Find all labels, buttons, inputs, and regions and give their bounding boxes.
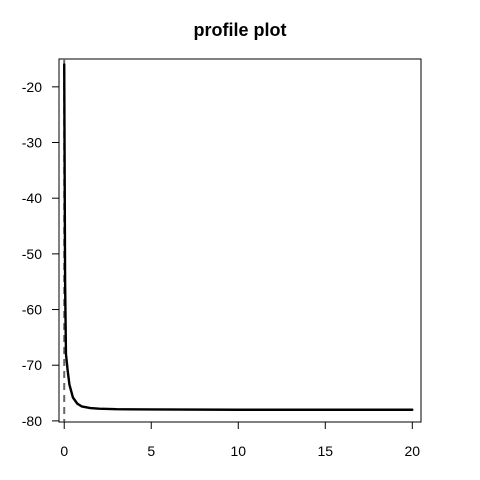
series-line <box>64 65 412 410</box>
y-axis: -80 -70 -60 -50 -40 -30 -20 <box>22 79 59 429</box>
x-tick-label: 0 <box>60 443 68 459</box>
chart-title: profile plot <box>194 20 287 40</box>
y-tick-label: -20 <box>22 79 42 95</box>
y-tick-label: -80 <box>22 413 42 429</box>
y-tick-label: -70 <box>22 357 42 373</box>
x-tick-label: 15 <box>317 443 333 459</box>
y-tick-label: -60 <box>22 302 42 318</box>
x-tick-label: 5 <box>147 443 155 459</box>
y-tick-label: -40 <box>22 190 42 206</box>
y-tick-label: -50 <box>22 246 42 262</box>
series-layer <box>64 65 412 410</box>
x-tick-label: 10 <box>230 443 246 459</box>
x-tick-label: 20 <box>405 443 421 459</box>
plot-frame <box>59 59 421 422</box>
y-tick-label: -30 <box>22 135 42 151</box>
x-axis: 0 5 10 15 20 <box>60 422 420 459</box>
